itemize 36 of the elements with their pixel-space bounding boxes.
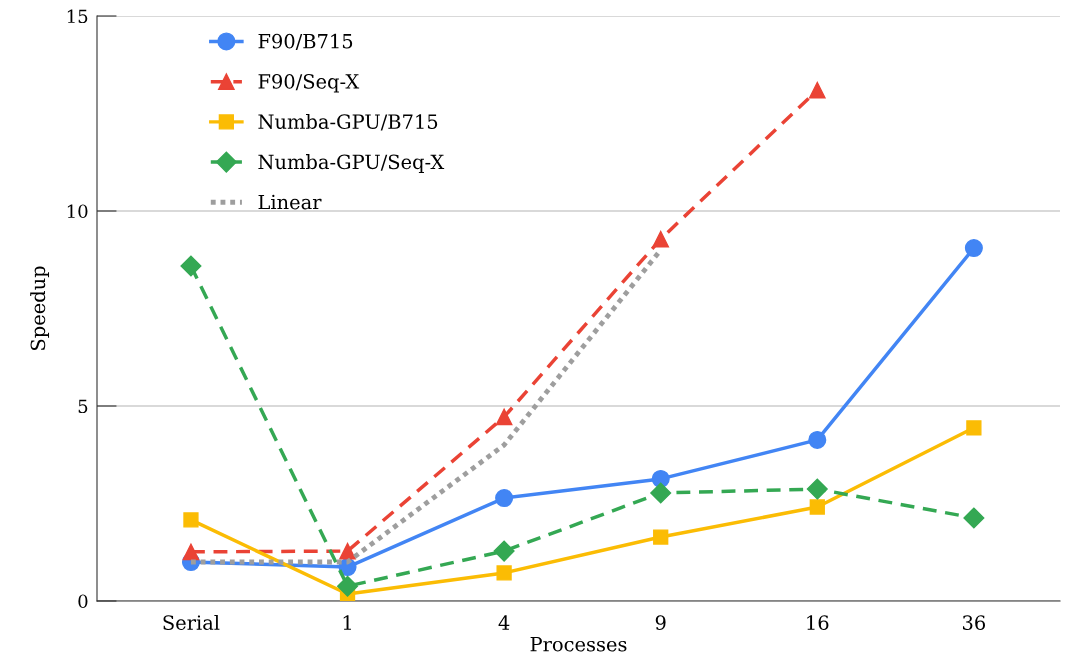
y-tick-label: 10 — [67, 204, 88, 219]
point — [806, 478, 828, 500]
x-tick-label: 1 — [343, 615, 351, 630]
y-axis-title: Speedup — [30, 266, 50, 350]
x-tick-label: 9 — [655, 615, 666, 630]
x-tick-label: 36 — [962, 615, 986, 630]
point — [496, 565, 512, 581]
y-tick-label: 5 — [78, 399, 88, 414]
x-tick-label: 4 — [498, 615, 510, 630]
legend-label: F90/Seq-X — [258, 74, 360, 93]
point — [966, 420, 982, 436]
point — [495, 408, 513, 426]
x-tick-label: Serial — [163, 614, 220, 630]
point — [653, 529, 669, 545]
legend-label: Numba-GPU/B715 — [258, 113, 438, 131]
point — [808, 81, 826, 99]
point — [652, 230, 670, 248]
point — [337, 575, 359, 597]
x-axis-title: Processes — [530, 637, 627, 652]
legend-label: Numba-GPU/Seq-X — [258, 154, 445, 173]
point — [339, 542, 356, 560]
point — [963, 507, 985, 529]
legend-label: F90/B715 — [258, 33, 353, 51]
point — [964, 239, 983, 258]
x-tick-label: 16 — [807, 615, 829, 630]
point — [493, 540, 515, 562]
legend-label: Linear — [258, 194, 322, 210]
y-tick-label: 0 — [78, 594, 88, 609]
point — [182, 543, 200, 561]
point — [808, 430, 827, 449]
point — [495, 489, 514, 508]
point — [650, 482, 672, 504]
point — [809, 499, 825, 515]
y-tick-label: 15 — [67, 9, 88, 24]
point — [183, 512, 199, 528]
point — [180, 255, 202, 277]
